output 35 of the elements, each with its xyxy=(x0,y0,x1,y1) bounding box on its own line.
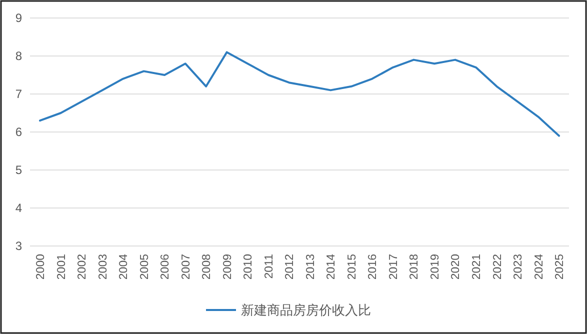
x-tick-label: 2024 xyxy=(533,253,546,280)
x-tick-label: 2019 xyxy=(429,254,442,280)
x-tick-label: 2009 xyxy=(222,254,234,280)
y-tick-label: 5 xyxy=(15,163,22,178)
x-tick-label: 2014 xyxy=(326,253,338,280)
x-tick-label: 2013 xyxy=(304,254,317,280)
y-tick-label: 3 xyxy=(15,239,22,254)
x-tick-label: 2022 xyxy=(492,254,504,280)
x-tick-label: 2002 xyxy=(76,254,89,280)
x-tick-label: 2001 xyxy=(56,254,68,280)
x-tick-label: 2006 xyxy=(160,254,172,280)
x-tick-label: 2008 xyxy=(201,254,214,280)
x-tick-label: 2017 xyxy=(388,254,400,280)
x-tick-label: 2016 xyxy=(367,254,380,280)
y-tick-label: 6 xyxy=(15,125,22,140)
line-series xyxy=(39,51,560,137)
x-tick-label: 2023 xyxy=(512,254,525,280)
x-tick-label: 2025 xyxy=(554,254,566,280)
x-tick-label: 2012 xyxy=(284,254,296,280)
x-tick-label: 2018 xyxy=(408,254,421,280)
y-tick-label: 9 xyxy=(15,11,22,26)
x-tick-label: 2011 xyxy=(263,254,276,279)
y-tick-label: 4 xyxy=(15,201,22,216)
y-tick-label: 8 xyxy=(15,49,22,64)
x-tick-label: 2015 xyxy=(346,254,358,280)
x-tick-label: 2010 xyxy=(242,254,255,280)
x-tick-label: 2005 xyxy=(138,254,151,280)
x-tick-label: 2000 xyxy=(35,254,48,280)
x-tick-label: 2007 xyxy=(180,254,192,280)
y-tick-label: 7 xyxy=(15,87,22,102)
legend-label: 新建商品房房价收入比 xyxy=(241,302,371,318)
x-tick-label: 2003 xyxy=(97,254,110,280)
x-tick-label: 2004 xyxy=(118,253,130,280)
x-tick-label: 2020 xyxy=(450,254,462,280)
x-tick-label: 2021 xyxy=(470,254,483,280)
